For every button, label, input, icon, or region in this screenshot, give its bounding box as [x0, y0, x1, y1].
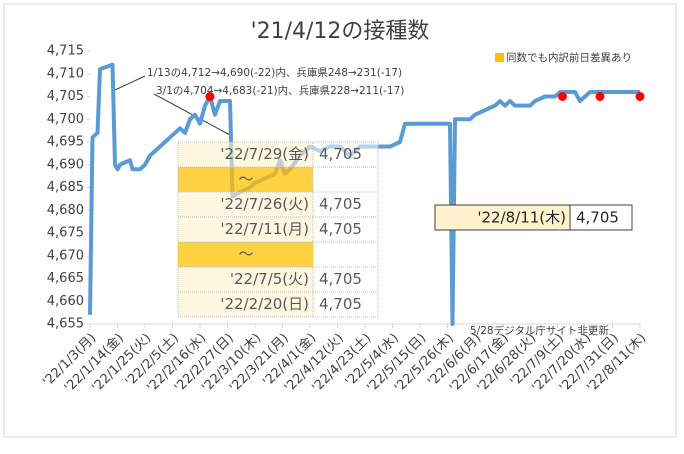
table-text: '22/7/11(月): [220, 220, 309, 238]
table-text: 〜: [238, 245, 253, 263]
legend-swatch: [495, 53, 504, 62]
table-text: '22/7/5(火): [230, 270, 309, 288]
y-tick-label: 4,670: [47, 248, 84, 263]
marker: [635, 92, 645, 101]
note: 5/28デジタル庁サイト非更新: [470, 324, 609, 337]
y-tick-label: 4,700: [47, 112, 84, 127]
table-cell: [177, 166, 314, 193]
table-cell: [312, 191, 379, 218]
y-tick-label: 4,710: [47, 66, 84, 81]
marker: [595, 92, 605, 101]
y-tick-label: 4,665: [47, 271, 84, 286]
chart-title: '21/4/12の接種数: [251, 19, 430, 44]
table-cell: [177, 291, 314, 318]
table-cell: [177, 216, 314, 243]
y-tick-label: 4,655: [47, 317, 84, 332]
table-text: 4,705: [319, 295, 362, 313]
legend-note: 同数でも内訳前日差異あり: [506, 51, 632, 64]
y-tick-label: 4,715: [47, 44, 84, 59]
table-text: 〜: [238, 170, 253, 188]
table-cell: [312, 166, 379, 193]
marker: [205, 92, 215, 101]
callout-text: 4,705: [576, 209, 619, 227]
y-tick-label: 4,705: [47, 89, 84, 104]
table-text: '22/7/29(金): [220, 145, 309, 163]
table-text: 4,705: [319, 145, 362, 163]
y-tick-label: 4,690: [47, 157, 84, 172]
callout-cell: [434, 204, 571, 231]
y-tick-label: 4,660: [47, 294, 84, 309]
annotation-leader: [114, 75, 146, 91]
table-cell: [177, 266, 314, 293]
table-text: 4,705: [319, 195, 362, 213]
y-tick-label: 4,675: [47, 226, 84, 241]
annotation: 3/1の4,704→4,683(-21)内、兵庫県228→211(-17): [156, 84, 404, 97]
table-text: '22/2/20(日): [220, 295, 309, 313]
annotation: 1/13の4,712→4,690(-22)内、兵庫県248→231(-17): [147, 66, 402, 79]
table-cell: [312, 241, 379, 268]
marker: [558, 92, 567, 101]
annotation-leader: [153, 93, 231, 136]
callout-text: '22/8/11(木): [477, 209, 566, 227]
table-text: 4,705: [319, 220, 362, 238]
table-cell: [312, 291, 379, 318]
table-text: '22/7/26(火): [220, 195, 309, 213]
table-cell: [177, 141, 314, 168]
callout-cell: [569, 204, 633, 231]
y-tick-label: 4,695: [47, 135, 84, 150]
y-tick-label: 4,685: [47, 180, 84, 195]
y-tick-label: 4,680: [47, 203, 84, 218]
table-cell: [177, 241, 314, 268]
table-text: 4,705: [319, 270, 362, 288]
table-cell: [177, 191, 314, 218]
